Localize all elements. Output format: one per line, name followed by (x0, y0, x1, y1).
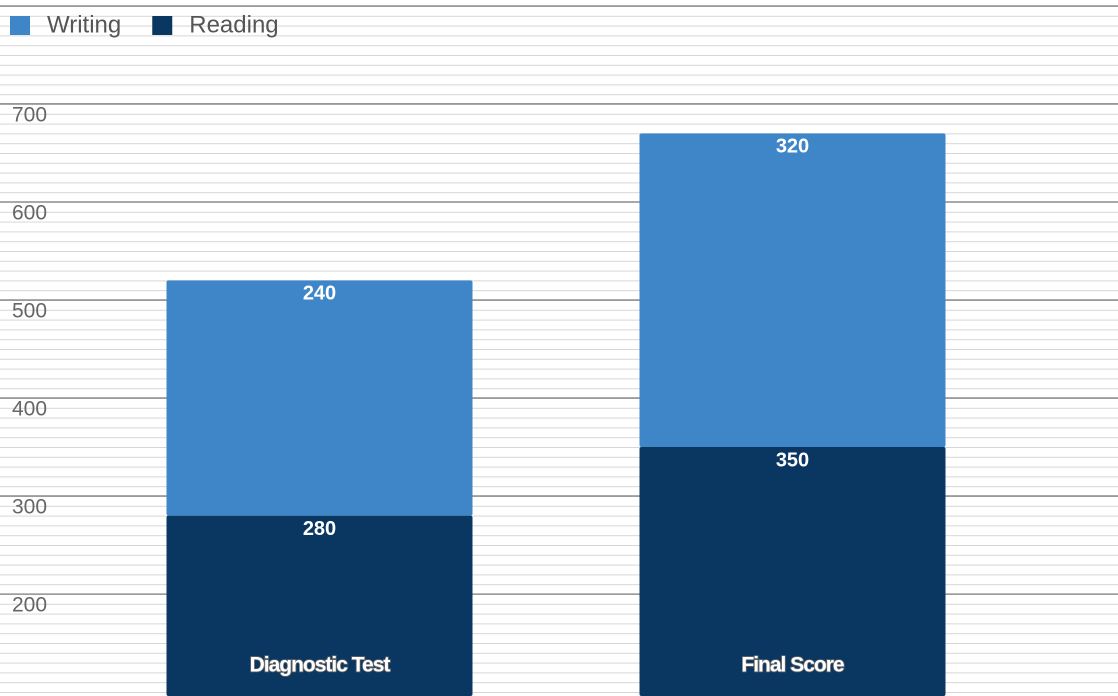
legend-label: Writing (47, 11, 121, 38)
y-tick-label: 400 (12, 398, 47, 421)
data-label: 240 (303, 283, 336, 305)
y-tick-label: 700 (12, 103, 47, 126)
bar-segment (166, 515, 473, 696)
legend-swatch (10, 16, 30, 35)
x-tick-label: Diagnostic Test (250, 654, 391, 677)
y-tick-label: 600 (12, 201, 47, 224)
data-label: 350 (776, 449, 809, 471)
y-tick-label: 300 (12, 496, 47, 519)
bar-segment (639, 133, 946, 448)
data-label: 280 (303, 518, 336, 540)
x-tick-label: Final Score (741, 654, 844, 677)
bar-segment (639, 447, 946, 696)
bar-segment (166, 280, 473, 516)
y-tick-label: 500 (12, 300, 47, 323)
data-label: 320 (776, 136, 809, 158)
y-tick-label: 200 (12, 594, 47, 617)
legend-swatch (152, 16, 173, 35)
legend-label: Reading (189, 11, 278, 38)
